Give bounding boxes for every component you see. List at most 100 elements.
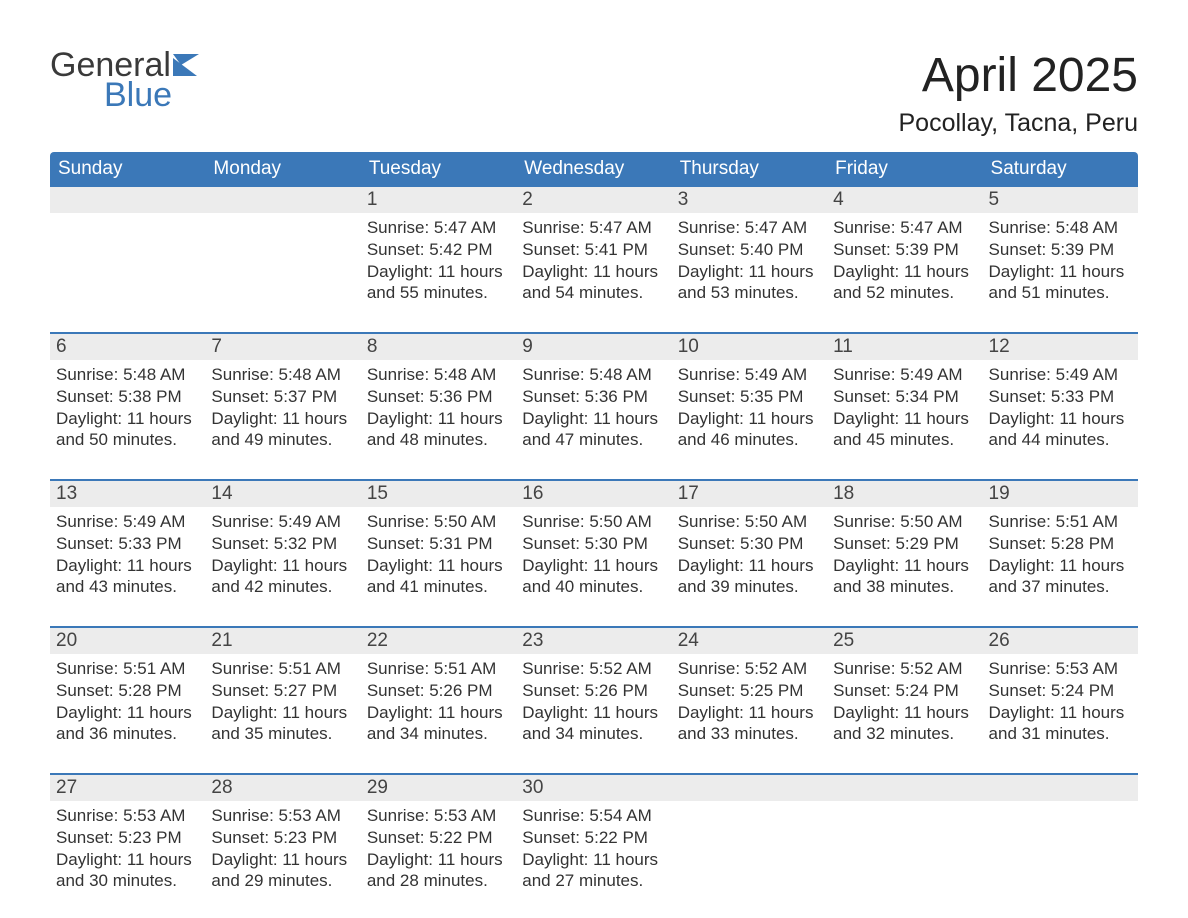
day-number-cell: 21 <box>205 628 360 654</box>
day-body-cell: Sunrise: 5:50 AMSunset: 5:29 PMDaylight:… <box>827 507 982 627</box>
day-number-cell: 7 <box>205 334 360 360</box>
day-body-cell: Sunrise: 5:53 AMSunset: 5:23 PMDaylight:… <box>205 801 360 903</box>
sunset-line: Sunset: 5:30 PM <box>678 533 821 555</box>
day-body-cell: Sunrise: 5:49 AMSunset: 5:35 PMDaylight:… <box>672 360 827 480</box>
day-number-cell: 8 <box>361 334 516 360</box>
calendar-body: SundayMondayTuesdayWednesdayThursdayFrid… <box>50 152 1138 903</box>
daylight-line: Daylight: 11 hours and 30 minutes. <box>56 849 199 893</box>
sunrise-line: Sunrise: 5:48 AM <box>56 364 199 386</box>
day-body-cell: Sunrise: 5:52 AMSunset: 5:24 PMDaylight:… <box>827 654 982 774</box>
sunset-line: Sunset: 5:37 PM <box>211 386 354 408</box>
sunrise-line: Sunrise: 5:53 AM <box>367 805 510 827</box>
daylight-line: Daylight: 11 hours and 35 minutes. <box>211 702 354 746</box>
sunset-line: Sunset: 5:31 PM <box>367 533 510 555</box>
flag-icon <box>173 54 205 80</box>
daylight-line: Daylight: 11 hours and 46 minutes. <box>678 408 821 452</box>
sunset-line: Sunset: 5:36 PM <box>522 386 665 408</box>
day-body-cell: Sunrise: 5:51 AMSunset: 5:28 PMDaylight:… <box>50 654 205 774</box>
day-number-cell: 26 <box>983 628 1138 654</box>
sunrise-line: Sunrise: 5:49 AM <box>678 364 821 386</box>
day-number-row: 13141516171819 <box>50 481 1138 507</box>
daylight-line: Daylight: 11 hours and 40 minutes. <box>522 555 665 599</box>
day-number-cell: 15 <box>361 481 516 507</box>
dow-cell: Friday <box>827 152 982 187</box>
day-body-cell: Sunrise: 5:54 AMSunset: 5:22 PMDaylight:… <box>516 801 671 903</box>
daylight-line: Daylight: 11 hours and 47 minutes. <box>522 408 665 452</box>
daylight-line: Daylight: 11 hours and 54 minutes. <box>522 261 665 305</box>
day-body-cell: Sunrise: 5:53 AMSunset: 5:24 PMDaylight:… <box>983 654 1138 774</box>
daylight-line: Daylight: 11 hours and 39 minutes. <box>678 555 821 599</box>
day-body-cell <box>827 801 982 903</box>
day-number-cell: 4 <box>827 187 982 213</box>
daylight-line: Daylight: 11 hours and 51 minutes. <box>989 261 1132 305</box>
day-number-cell: 1 <box>361 187 516 213</box>
day-number-cell <box>50 187 205 213</box>
day-body-row: Sunrise: 5:51 AMSunset: 5:28 PMDaylight:… <box>50 654 1138 774</box>
sunrise-line: Sunrise: 5:52 AM <box>522 658 665 680</box>
day-body-cell: Sunrise: 5:48 AMSunset: 5:37 PMDaylight:… <box>205 360 360 480</box>
day-body-cell <box>672 801 827 903</box>
day-body-cell: Sunrise: 5:49 AMSunset: 5:34 PMDaylight:… <box>827 360 982 480</box>
day-body-cell: Sunrise: 5:48 AMSunset: 5:36 PMDaylight:… <box>516 360 671 480</box>
daylight-line: Daylight: 11 hours and 33 minutes. <box>678 702 821 746</box>
sunrise-line: Sunrise: 5:48 AM <box>522 364 665 386</box>
sunrise-line: Sunrise: 5:53 AM <box>211 805 354 827</box>
day-body-cell: Sunrise: 5:50 AMSunset: 5:30 PMDaylight:… <box>672 507 827 627</box>
sunrise-line: Sunrise: 5:51 AM <box>211 658 354 680</box>
day-body-cell: Sunrise: 5:48 AMSunset: 5:36 PMDaylight:… <box>361 360 516 480</box>
logo-word-2: Blue <box>104 82 205 109</box>
daylight-line: Daylight: 11 hours and 52 minutes. <box>833 261 976 305</box>
day-number-cell: 28 <box>205 775 360 801</box>
sunset-line: Sunset: 5:25 PM <box>678 680 821 702</box>
sunset-line: Sunset: 5:27 PM <box>211 680 354 702</box>
daylight-line: Daylight: 11 hours and 53 minutes. <box>678 261 821 305</box>
day-body-cell: Sunrise: 5:53 AMSunset: 5:23 PMDaylight:… <box>50 801 205 903</box>
sunrise-line: Sunrise: 5:47 AM <box>367 217 510 239</box>
daylight-line: Daylight: 11 hours and 48 minutes. <box>367 408 510 452</box>
sunset-line: Sunset: 5:28 PM <box>989 533 1132 555</box>
day-number-cell: 3 <box>672 187 827 213</box>
day-number-cell: 18 <box>827 481 982 507</box>
day-number-cell: 12 <box>983 334 1138 360</box>
dow-cell: Tuesday <box>361 152 516 187</box>
daylight-line: Daylight: 11 hours and 29 minutes. <box>211 849 354 893</box>
sunset-line: Sunset: 5:38 PM <box>56 386 199 408</box>
daylight-line: Daylight: 11 hours and 45 minutes. <box>833 408 976 452</box>
dow-cell: Saturday <box>983 152 1138 187</box>
daylight-line: Daylight: 11 hours and 34 minutes. <box>367 702 510 746</box>
sunset-line: Sunset: 5:26 PM <box>367 680 510 702</box>
daylight-line: Daylight: 11 hours and 50 minutes. <box>56 408 199 452</box>
sunset-line: Sunset: 5:26 PM <box>522 680 665 702</box>
sunset-line: Sunset: 5:30 PM <box>522 533 665 555</box>
daylight-line: Daylight: 11 hours and 32 minutes. <box>833 702 976 746</box>
day-body-cell: Sunrise: 5:48 AMSunset: 5:38 PMDaylight:… <box>50 360 205 480</box>
day-body-cell <box>50 213 205 333</box>
daylight-line: Daylight: 11 hours and 31 minutes. <box>989 702 1132 746</box>
day-number-cell <box>983 775 1138 801</box>
page-header: General Blue April 2025 Pocollay, Tacna,… <box>50 48 1138 138</box>
day-number-cell: 2 <box>516 187 671 213</box>
day-number-cell: 30 <box>516 775 671 801</box>
daylight-line: Daylight: 11 hours and 42 minutes. <box>211 555 354 599</box>
day-number-cell: 27 <box>50 775 205 801</box>
sunset-line: Sunset: 5:33 PM <box>989 386 1132 408</box>
day-number-cell: 22 <box>361 628 516 654</box>
daylight-line: Daylight: 11 hours and 34 minutes. <box>522 702 665 746</box>
sunset-line: Sunset: 5:33 PM <box>56 533 199 555</box>
sunset-line: Sunset: 5:29 PM <box>833 533 976 555</box>
dow-cell: Thursday <box>672 152 827 187</box>
calendar-table: SundayMondayTuesdayWednesdayThursdayFrid… <box>50 152 1138 903</box>
sunrise-line: Sunrise: 5:47 AM <box>833 217 976 239</box>
sunset-line: Sunset: 5:22 PM <box>522 827 665 849</box>
sunset-line: Sunset: 5:23 PM <box>56 827 199 849</box>
day-body-cell: Sunrise: 5:49 AMSunset: 5:32 PMDaylight:… <box>205 507 360 627</box>
sunset-line: Sunset: 5:40 PM <box>678 239 821 261</box>
day-body-cell: Sunrise: 5:49 AMSunset: 5:33 PMDaylight:… <box>983 360 1138 480</box>
day-number-cell: 25 <box>827 628 982 654</box>
day-number-cell: 10 <box>672 334 827 360</box>
day-body-cell: Sunrise: 5:53 AMSunset: 5:22 PMDaylight:… <box>361 801 516 903</box>
day-body-cell: Sunrise: 5:49 AMSunset: 5:33 PMDaylight:… <box>50 507 205 627</box>
day-body-cell: Sunrise: 5:50 AMSunset: 5:31 PMDaylight:… <box>361 507 516 627</box>
day-number-cell: 23 <box>516 628 671 654</box>
day-number-cell <box>672 775 827 801</box>
